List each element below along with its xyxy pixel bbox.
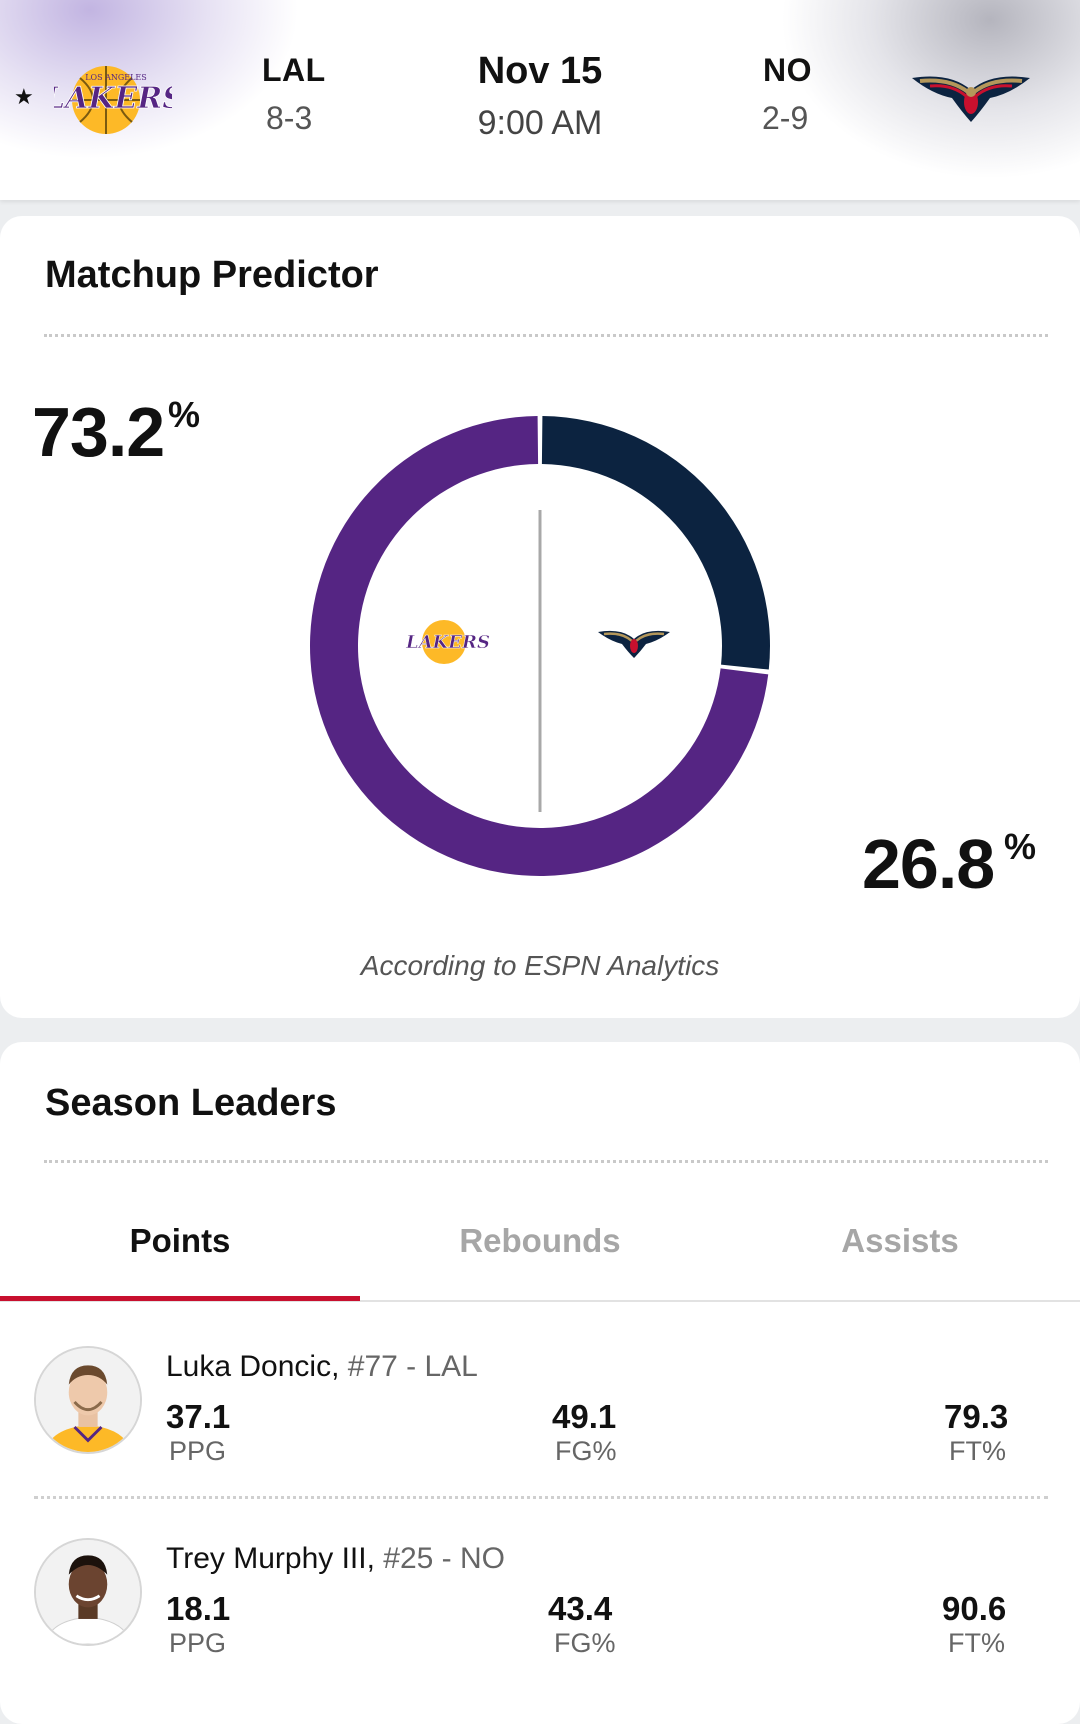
home-win-probability: 26.8 <box>862 825 995 903</box>
svg-text:LAKERS: LAKERS <box>54 81 172 116</box>
svg-text:LAKERS: LAKERS <box>405 632 490 653</box>
tab-assists[interactable]: Assists <box>841 1222 959 1259</box>
away-pct-sign: % <box>168 394 201 435</box>
pelicans-logo[interactable] <box>910 68 1032 128</box>
row-divider <box>34 1496 1048 1499</box>
avatar <box>34 1346 142 1454</box>
stat-fg-label: FG% <box>554 1628 616 1658</box>
player-name[interactable]: Luka Doncic, #77 - LAL <box>166 1350 478 1384</box>
title-divider <box>44 334 1048 337</box>
lakers-logo-small: LAKERS <box>405 620 490 664</box>
away-team-record: 8-3 <box>266 100 313 136</box>
stat-ppg-label: PPG <box>169 1628 227 1658</box>
home-team-glow <box>780 0 1080 180</box>
leader-row[interactable]: Trey Murphy III, #25 - NO 18.1 PPG 43.4 … <box>0 1538 1080 1718</box>
analytics-source-note: According to ESPN Analytics <box>360 950 720 981</box>
game-header: ★ LAKERS LOS ANGELES LAL 8-3 Nov 15 9:00… <box>0 0 1080 200</box>
season-leaders-card: Season Leaders Points Rebounds Assists L… <box>0 1042 1080 1724</box>
home-pct-sign: % <box>1004 826 1037 867</box>
matchup-predictor-title: Matchup Predictor <box>45 254 379 296</box>
donut-slice-no <box>541 416 770 670</box>
avatar <box>34 1538 142 1646</box>
stat-fg-label: FG% <box>555 1436 617 1466</box>
player-name-text: Luka Doncic, <box>166 1350 340 1383</box>
stat-ppg-label: PPG <box>169 1436 227 1466</box>
stat-ft-label: FT% <box>948 1628 1005 1658</box>
away-team-glow <box>0 0 300 160</box>
title-divider <box>44 1160 1048 1163</box>
tab-points[interactable]: Points <box>129 1222 231 1259</box>
star-icon[interactable]: ★ <box>14 84 34 109</box>
active-tab-indicator <box>0 1296 360 1301</box>
stat-ft-value: 79.3 <box>944 1398 1009 1435</box>
stat-fg-value: 49.1 <box>552 1398 617 1435</box>
player-name-text: Trey Murphy III, <box>166 1542 375 1575</box>
home-team-abbr: NO <box>763 52 812 88</box>
svg-text:LOS ANGELES: LOS ANGELES <box>85 73 147 82</box>
player-meta: #25 - NO <box>374 1542 505 1575</box>
stat-fg-value: 43.4 <box>548 1590 613 1627</box>
home-team-record: 2-9 <box>762 100 809 136</box>
away-win-probability: 73.2 <box>32 393 165 471</box>
tab-bar-divider <box>0 1300 1080 1302</box>
matchup-predictor-card: Matchup Predictor 73.2 % LAKERS 26.8 % A… <box>0 216 1080 1018</box>
tab-rebounds[interactable]: Rebounds <box>459 1222 621 1259</box>
away-team-abbr: LAL <box>262 52 326 88</box>
season-leaders-title: Season Leaders <box>45 1082 337 1124</box>
stat-ppg-value: 37.1 <box>166 1398 231 1435</box>
game-time: 9:00 AM <box>477 104 603 142</box>
pelicans-logo-small <box>598 630 670 658</box>
win-probability-donut: LAKERS <box>309 416 770 876</box>
player-meta: #77 - LAL <box>339 1350 478 1383</box>
stat-ppg-value: 18.1 <box>166 1590 231 1627</box>
game-date: Nov 15 <box>477 50 603 92</box>
leader-row[interactable]: Luka Doncic, #77 - LAL 37.1 PPG 49.1 FG%… <box>0 1346 1080 1526</box>
stat-ft-label: FT% <box>949 1436 1006 1466</box>
lakers-logo[interactable]: LAKERS LOS ANGELES <box>54 58 172 138</box>
stat-ft-value: 90.6 <box>942 1590 1007 1627</box>
player-name[interactable]: Trey Murphy III, #25 - NO <box>166 1542 505 1576</box>
